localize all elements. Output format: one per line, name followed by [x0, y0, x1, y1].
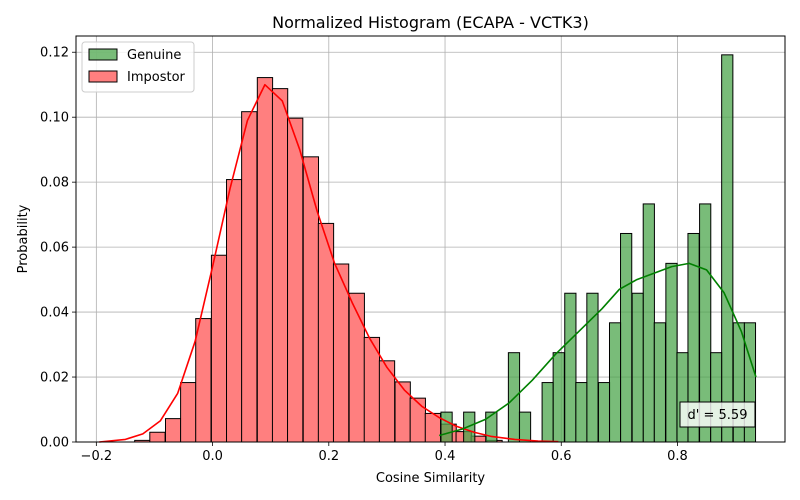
y-tick-label: 0.04 — [40, 306, 69, 321]
legend-swatch-impostor — [88, 70, 118, 83]
genuine-bar — [676, 352, 689, 443]
y-tick-label: 0.02 — [40, 371, 69, 386]
y-tick-label: 0.10 — [40, 111, 69, 126]
y-tick-label: 0.08 — [40, 176, 69, 191]
impostor-bar — [180, 382, 197, 443]
y-tick-label: 0.12 — [40, 46, 69, 61]
impostor-bar — [378, 360, 396, 443]
annotation-text: d' = 5.59 — [688, 408, 748, 423]
impostor-bar — [195, 318, 212, 443]
x-axis-label: Cosine Similarity — [376, 471, 486, 486]
genuine-bar — [597, 382, 611, 443]
impostor-bar — [394, 381, 411, 443]
kde-curves — [99, 83, 757, 443]
x-tick-label: 0.6 — [551, 449, 572, 464]
axis-ticks: −0.2 0.0 0.2 0.4 0.6 0.8 0.00 0.02 0.04 0.06 0.08 0… — [40, 46, 688, 464]
plot-frame — [75, 35, 786, 443]
impostor-bar — [287, 117, 304, 443]
genuine-bar — [586, 292, 599, 443]
y-tick-label: 0.06 — [40, 241, 69, 256]
chart-title: Normalized Histogram (ECAPA - VCTK3) — [272, 13, 589, 32]
y-axis-label: Probability — [16, 204, 31, 273]
genuine-bar — [552, 352, 565, 443]
genuine-bar — [620, 232, 633, 443]
impostor-bar — [226, 179, 243, 443]
genuine-bar — [631, 292, 644, 443]
y-tick-label: 0.00 — [40, 436, 69, 451]
impostor-bar — [210, 254, 228, 443]
genuine-bar — [541, 382, 554, 443]
genuine-bar — [653, 322, 666, 443]
dprime-annotation: d' = 5.59 — [679, 401, 756, 428]
legend-label-impostor: Impostor — [127, 70, 186, 85]
genuine-bar — [642, 203, 655, 443]
x-tick-label: 0.4 — [435, 449, 456, 464]
impostor-bar — [348, 292, 365, 443]
legend: Genuine Impostor — [81, 41, 195, 93]
genuine-bar — [440, 411, 453, 443]
impostor-bar — [256, 77, 274, 443]
genuine-bar — [710, 352, 723, 443]
impostor-bar — [149, 431, 166, 443]
genuine-bar — [575, 382, 588, 443]
impostor-bar — [271, 88, 289, 443]
impostor-bar — [363, 336, 381, 443]
legend-label-genuine: Genuine — [127, 48, 181, 63]
x-tick-label: 0.0 — [202, 449, 223, 464]
impostor-bar — [409, 397, 426, 443]
impostor-bar — [302, 156, 320, 443]
x-tick-label: 0.8 — [667, 449, 688, 464]
impostor-bar — [317, 222, 335, 443]
genuine-bar — [665, 262, 678, 443]
legend-swatch-genuine — [88, 48, 118, 61]
impostor-bar — [241, 111, 258, 443]
impostor-bar — [164, 418, 182, 443]
genuine-bar — [721, 54, 734, 443]
genuine-kde-line — [439, 262, 757, 437]
genuine-bar — [564, 292, 577, 443]
x-tick-label: 0.2 — [318, 449, 339, 464]
annotation-box — [679, 401, 756, 428]
genuine-bar — [518, 411, 532, 443]
impostor-kde-line — [99, 83, 559, 443]
genuine-bar — [608, 322, 622, 443]
x-tick-label: −0.2 — [81, 449, 113, 464]
